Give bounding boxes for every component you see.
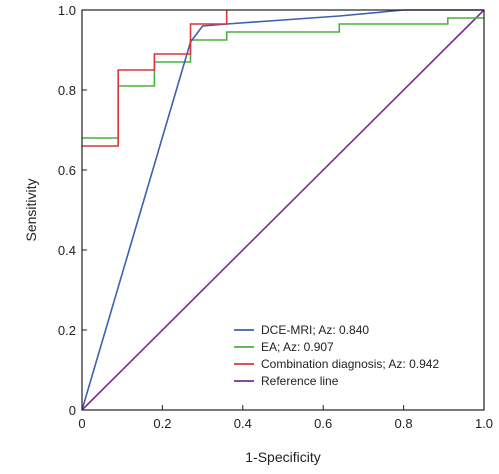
x-tick-label: 0.8 — [395, 416, 413, 431]
series-line-reference-line — [81, 9, 485, 411]
y-tick-label: 0.4 — [58, 243, 76, 258]
y-tick-label: 0.8 — [58, 83, 76, 98]
series-line-dce-mri — [81, 9, 484, 411]
legend-label: DCE-MRI; Az: 0.840 — [261, 323, 369, 337]
legend: DCE-MRI; Az: 0.840 EA; Az: 0.907 Combinati… — [234, 323, 439, 388]
y-tick-label: 0.2 — [58, 323, 76, 338]
y-tick-label: 0.6 — [58, 163, 76, 178]
x-axis-title: 1-Specificity — [245, 449, 320, 465]
y-axis-title: Sensitivity — [23, 178, 39, 241]
legend-label: Combination diagnosis; Az: 0.942 — [261, 357, 439, 371]
ticks-layer: 0 0.2 0.4 0.6 0.8 1.0 0 0.2 0.4 0.6 0.8 1.0 — [58, 3, 493, 431]
x-tick-label: 0.2 — [153, 416, 171, 431]
plot-frame — [81, 9, 485, 411]
legend-label: EA; Az: 0.907 — [261, 340, 334, 354]
series-line-ea — [82, 17, 484, 139]
legend-label: Reference line — [261, 374, 339, 388]
x-tick-label: 0.6 — [314, 416, 332, 431]
x-tick-label: 1.0 — [475, 416, 493, 431]
x-tick-label: 0.4 — [234, 416, 252, 431]
x-tick-label: 0 — [78, 416, 85, 431]
y-tick-label: 1.0 — [58, 3, 76, 18]
y-tick-label: 0 — [69, 403, 76, 418]
lines-layer — [81, 9, 485, 411]
series-line-combination-diagnosis — [82, 10, 228, 147]
